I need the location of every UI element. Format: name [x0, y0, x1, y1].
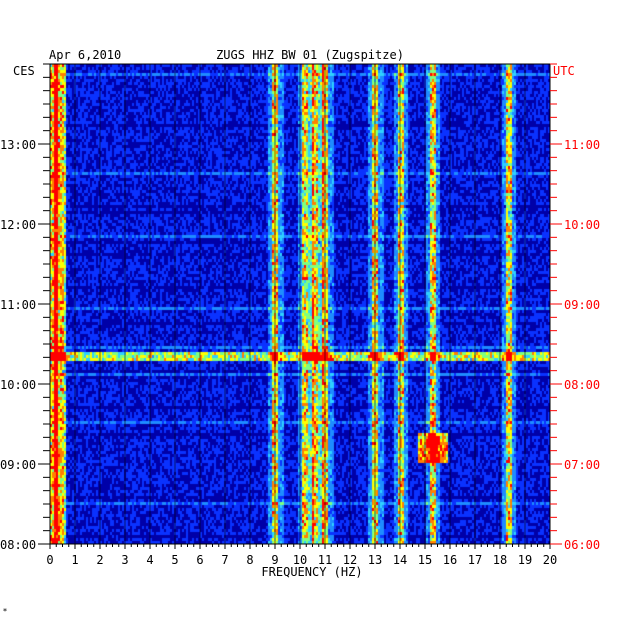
right-time-label-07:00: 07:00 [564, 458, 600, 472]
x-tick-label-12: 12 [343, 553, 357, 567]
right-time-label-09:00: 09:00 [564, 298, 600, 312]
x-tick-label-9: 9 [271, 553, 278, 567]
right-time-label-08:00: 08:00 [564, 378, 600, 392]
x-tick-label-13: 13 [368, 553, 382, 567]
left-time-label-08:00: 08:00 [0, 538, 36, 552]
ces-axis-label: CES [13, 64, 35, 78]
x-tick-label-19: 19 [518, 553, 532, 567]
left-time-label-11:00: 11:00 [0, 298, 36, 312]
x-tick-label-14: 14 [393, 553, 407, 567]
x-tick-label-7: 7 [221, 553, 228, 567]
right-time-label-10:00: 10:00 [564, 218, 600, 232]
x-tick-label-3: 3 [121, 553, 128, 567]
left-time-label-12:00: 12:00 [0, 218, 36, 232]
x-tick-label-8: 8 [246, 553, 253, 567]
left-time-label-10:00: 10:00 [0, 378, 36, 392]
left-time-label-09:00: 09:00 [0, 458, 36, 472]
utc-axis-label: UTC [553, 64, 575, 78]
x-tick-label-0: 0 [46, 553, 53, 567]
x-tick-label-16: 16 [443, 553, 457, 567]
footer-mark: * [3, 607, 7, 616]
x-tick-label-17: 17 [468, 553, 482, 567]
x-tick-label-6: 6 [196, 553, 203, 567]
right-time-label-11:00: 11:00 [564, 138, 600, 152]
frequency-grid [49, 64, 551, 544]
x-tick-label-10: 10 [293, 553, 307, 567]
x-tick-label-20: 20 [543, 553, 557, 567]
x-tick-label-1: 1 [71, 553, 78, 567]
x-tick-label-18: 18 [493, 553, 507, 567]
axes: 0 1 2 3 4 5 6 7 8 9 10 11 12 13 14 15 16 17 18 19 2008:0009:… [0, 63, 600, 567]
x-tick-label-15: 15 [418, 553, 432, 567]
date-label: Apr 6,2010 [49, 48, 121, 62]
x-tick-label-11: 11 [318, 553, 332, 567]
x-tick-label-4: 4 [146, 553, 153, 567]
left-time-label-13:00: 13:00 [0, 138, 36, 152]
station-title: ZUGS HHZ BW 01 (Zugspitze) [216, 48, 404, 62]
x-tick-label-2: 2 [96, 553, 103, 567]
x-tick-label-5: 5 [171, 553, 178, 567]
x-axis-title: FREQUENCY (HZ) [261, 565, 362, 579]
right-time-label-06:00: 06:00 [564, 538, 600, 552]
